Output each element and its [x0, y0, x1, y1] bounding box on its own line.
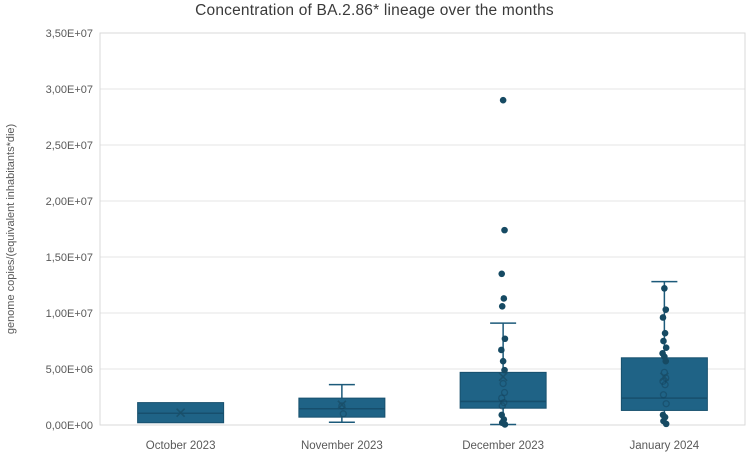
box-november-2023 — [298, 397, 386, 418]
data-point — [661, 329, 669, 337]
mean-marker — [659, 372, 669, 382]
inner-data-point — [661, 381, 669, 389]
mean-marker — [498, 372, 508, 382]
data-point — [661, 285, 668, 292]
chart-title: Concentration of BA.2.86* lineage over t… — [195, 2, 554, 19]
box-january-2024 — [620, 357, 708, 411]
x-tick-label: November 2023 — [301, 440, 383, 452]
plot-border — [99, 32, 746, 426]
data-point — [501, 421, 509, 428]
data-point — [501, 335, 509, 343]
data-point — [498, 346, 505, 354]
data-point — [662, 306, 670, 313]
inner-data-point — [498, 394, 506, 402]
data-point — [498, 302, 506, 310]
inner-data-point — [498, 402, 506, 410]
inner-data-point — [499, 379, 507, 388]
y-axis-title: genome copies/(equivalent inhabitants*di… — [5, 124, 17, 334]
y-tick-label: 2,00E+07 — [46, 196, 93, 208]
inner-data-point — [500, 388, 509, 397]
data-point — [662, 344, 670, 352]
data-point — [499, 357, 507, 365]
y-tick-label: 3,00E+07 — [46, 84, 93, 96]
x-tick-label: October 2023 — [146, 440, 216, 452]
x-tick-label: December 2023 — [462, 440, 544, 452]
y-tick-label: 1,50E+07 — [46, 252, 93, 264]
x-tick-label: January 2024 — [630, 440, 700, 452]
inner-data-point — [500, 398, 508, 407]
data-point — [501, 226, 508, 234]
data-point — [498, 270, 506, 278]
data-point — [659, 314, 667, 321]
data-point — [500, 295, 508, 302]
data-point — [662, 420, 670, 428]
mean-marker — [176, 408, 186, 418]
y-tick-label: 0,00E+00 — [46, 420, 93, 432]
data-point — [660, 337, 667, 345]
data-point — [499, 96, 507, 104]
data-point — [662, 357, 670, 365]
data-point — [501, 366, 508, 374]
inner-data-point — [338, 402, 346, 410]
y-tick-label: 3,50E+07 — [46, 28, 93, 40]
inner-data-point — [659, 391, 668, 399]
inner-data-point — [660, 368, 669, 377]
mean-marker — [337, 400, 347, 410]
inner-data-point — [339, 410, 347, 418]
inner-data-point — [662, 400, 670, 408]
y-tick-label: 1,00E+07 — [46, 308, 93, 320]
y-tick-label: 5,00E+06 — [46, 364, 93, 376]
y-tick-label: 2,50E+07 — [46, 140, 93, 152]
